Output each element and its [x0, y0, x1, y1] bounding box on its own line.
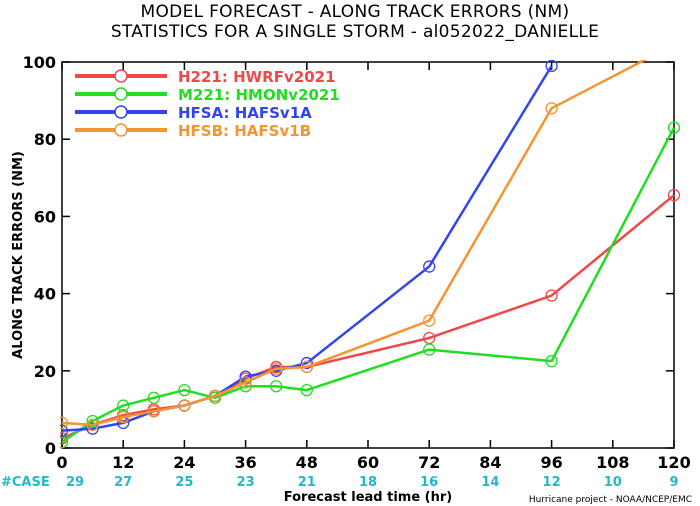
data-point [86, 414, 99, 428]
data-point [117, 410, 130, 424]
data-point [545, 354, 558, 368]
legend-label: HFSB: HAFSv1B [178, 122, 311, 140]
y-tick-label: 60 [34, 207, 56, 226]
case-count: 16 [420, 475, 438, 490]
credit-text: Hurricane project - NOAA/NCEP/EMC [529, 495, 692, 505]
x-tick-label: 60 [357, 453, 379, 472]
case-row-title: #CASE [1, 475, 50, 490]
y-tick-label: 0 [45, 439, 56, 458]
data-point [86, 422, 99, 435]
legend-marker [114, 87, 128, 101]
x-tick-label: 24 [173, 453, 195, 472]
data-point [545, 60, 558, 73]
legend-marker [114, 69, 128, 83]
data-point [60, 424, 69, 437]
y-tick-label: 40 [34, 285, 56, 304]
y-axis: 0 20 40 60 80 100 [23, 53, 674, 458]
data-point [239, 376, 252, 389]
case-count: 21 [298, 475, 316, 490]
y-axis-label: ALONG TRACK ERRORS (NM) [11, 151, 26, 359]
case-count: 9 [669, 475, 678, 490]
case-count: 10 [604, 475, 622, 490]
series-line-1 [61, 194, 675, 440]
data-point [239, 380, 252, 393]
data-point [423, 314, 436, 327]
chart-title: MODEL FORECAST - ALONG TRACK ERRORS (NM) [141, 2, 570, 22]
case-count: 25 [175, 475, 193, 490]
x-axis: 0 12 24 36 48 60 72 84 96 108 120 [56, 62, 691, 472]
data-point [178, 383, 191, 397]
data-point [300, 383, 313, 397]
data-point [423, 343, 436, 356]
data-point [545, 102, 558, 115]
x-tick-label: 108 [596, 453, 629, 472]
case-count: 29 [66, 475, 84, 490]
series-line-4 [61, 60, 648, 427]
y-tick-label: 80 [34, 130, 56, 149]
x-tick-label: 96 [540, 453, 562, 472]
x-tick-label: 12 [112, 453, 134, 472]
series-layer [60, 39, 681, 449]
x-tick-label: 84 [479, 453, 501, 472]
data-point [667, 121, 681, 134]
legend-marker [114, 123, 128, 137]
data-point [60, 416, 69, 430]
legend-label: HFSA: HAFSv1A [178, 104, 312, 122]
data-point [178, 399, 191, 412]
data-point [270, 380, 283, 393]
x-tick-label: 120 [657, 453, 690, 472]
data-point [300, 360, 313, 374]
data-point [147, 405, 160, 418]
legend-label: M221: HMONv2021 [178, 86, 340, 104]
case-count: 12 [543, 475, 561, 490]
data-point [300, 356, 313, 370]
series-line-2 [61, 127, 676, 444]
case-count-row: #CASE 29 27 25 23 21 18 16 14 12 10 9 [1, 475, 679, 490]
data-point [270, 362, 283, 376]
x-tick-label: 0 [56, 453, 67, 472]
legend-marker [114, 105, 128, 119]
data-point [86, 418, 99, 431]
x-tick-label: 48 [296, 453, 318, 472]
data-point [545, 289, 558, 302]
y-tick-label: 100 [23, 53, 56, 72]
data-point [667, 189, 681, 202]
x-tick-label: 36 [234, 453, 256, 472]
plot-frame [61, 61, 675, 449]
data-point [669, 39, 680, 50]
y-tick-label: 20 [34, 362, 56, 381]
x-axis-label: Forecast lead time (hr) [284, 490, 452, 505]
chart-subtitle: STATISTICS FOR A SINGLE STORM - al052022… [111, 22, 599, 42]
x-tick-label: 72 [418, 453, 440, 472]
case-count: 27 [114, 475, 132, 490]
legend-label: H221: HWRFv2021 [178, 68, 336, 86]
case-count: 23 [237, 475, 255, 490]
data-point [423, 260, 436, 273]
case-count: 14 [481, 475, 499, 490]
data-point [208, 389, 222, 403]
case-count: 18 [359, 475, 377, 490]
data-point [147, 391, 160, 404]
